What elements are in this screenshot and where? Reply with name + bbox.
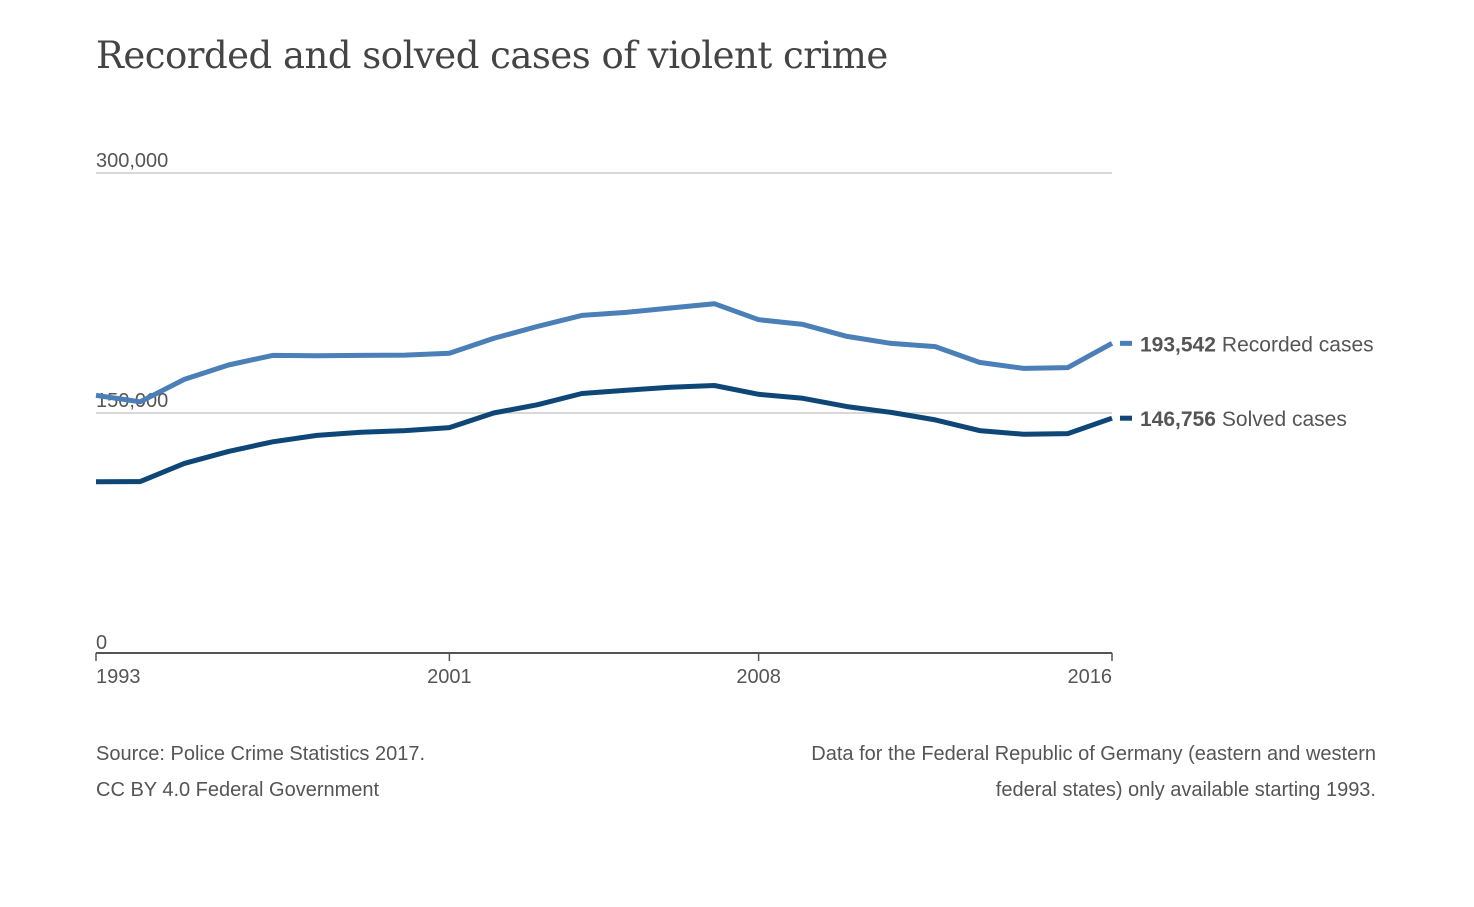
source-line-2: CC BY 4.0 Federal Government xyxy=(96,779,380,801)
data-note: Data for the Federal Republic of Germany… xyxy=(811,736,1376,808)
end-label-solved-cases: 146,756 Solved cases xyxy=(1140,408,1347,431)
source-line-1: Source: Police Crime Statistics 2017. xyxy=(96,743,426,765)
source-note: Source: Police Crime Statistics 2017. CC… xyxy=(96,736,425,808)
end-label-value: 193,542 xyxy=(1140,333,1216,356)
grid-layer xyxy=(96,172,1112,414)
x-tick-label: 1993 xyxy=(96,666,141,688)
series-line-solved-cases xyxy=(95,383,1113,485)
data-note-line-2: federal states) only available starting … xyxy=(995,779,1376,801)
end-label-recorded-cases: 193,542 Recorded cases xyxy=(1140,333,1374,356)
end-labels: 193,542 Recorded cases 146,756 Solved cases xyxy=(1120,333,1374,431)
end-label-value: 146,756 xyxy=(1140,408,1216,431)
chart-title: Recorded and solved cases of violent cri… xyxy=(96,34,888,77)
y-tick-label: 300,000 xyxy=(96,150,168,172)
x-axis xyxy=(95,652,1113,661)
series-line-recorded-cases xyxy=(95,301,1114,405)
end-label-name: Recorded cases xyxy=(1222,333,1374,356)
end-label-name: Solved cases xyxy=(1222,408,1347,431)
series-layer xyxy=(95,301,1114,485)
y-tick-label: 0 xyxy=(96,632,107,654)
x-tick-labels: 1993 2001 2008 2016 xyxy=(96,666,1112,688)
x-tick-label: 2001 xyxy=(427,666,472,688)
x-tick-label: 2016 xyxy=(1068,666,1113,688)
x-tick-label: 2008 xyxy=(736,666,781,688)
data-note-line-1: Data for the Federal Republic of Germany… xyxy=(811,743,1376,765)
